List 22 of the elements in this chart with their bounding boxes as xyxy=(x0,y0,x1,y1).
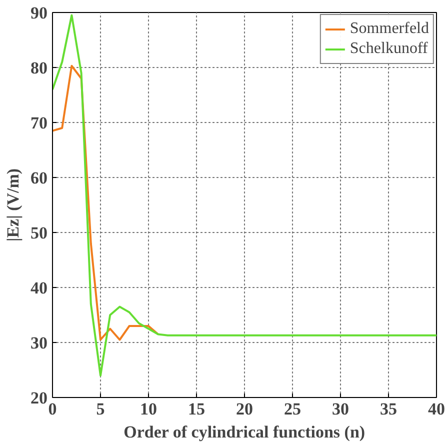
y-axis-title: |Ez| (V/m) xyxy=(4,168,22,242)
y-tick-label: 70 xyxy=(30,114,48,132)
x-tick-label: 5 xyxy=(96,400,105,418)
y-tick-label: 80 xyxy=(30,58,48,78)
legend-label: Sommerfeld xyxy=(350,20,429,38)
x-tick-label: 0 xyxy=(48,400,57,418)
y-tick-label: 90 xyxy=(30,4,48,22)
x-tick-label: 10 xyxy=(140,400,157,418)
x-tick-label: 35 xyxy=(380,400,397,418)
x-tick-label: 20 xyxy=(236,400,253,418)
x-axis-title: Order of cylindrical functions (n) xyxy=(124,422,366,442)
x-tick-label: 25 xyxy=(284,400,301,418)
y-tick-label: 60 xyxy=(30,168,48,188)
y-tick-label: 30 xyxy=(30,334,48,352)
y-tick-label: 50 xyxy=(30,224,48,242)
x-tick-label: 40 xyxy=(428,400,445,418)
line-series xyxy=(52,64,160,341)
line-series xyxy=(52,14,436,376)
x-tick-label: 15 xyxy=(188,400,205,418)
legend-label: Schelkunoff xyxy=(350,40,428,58)
y-tick-label: 40 xyxy=(30,278,48,298)
x-tick-label: 30 xyxy=(332,400,349,418)
